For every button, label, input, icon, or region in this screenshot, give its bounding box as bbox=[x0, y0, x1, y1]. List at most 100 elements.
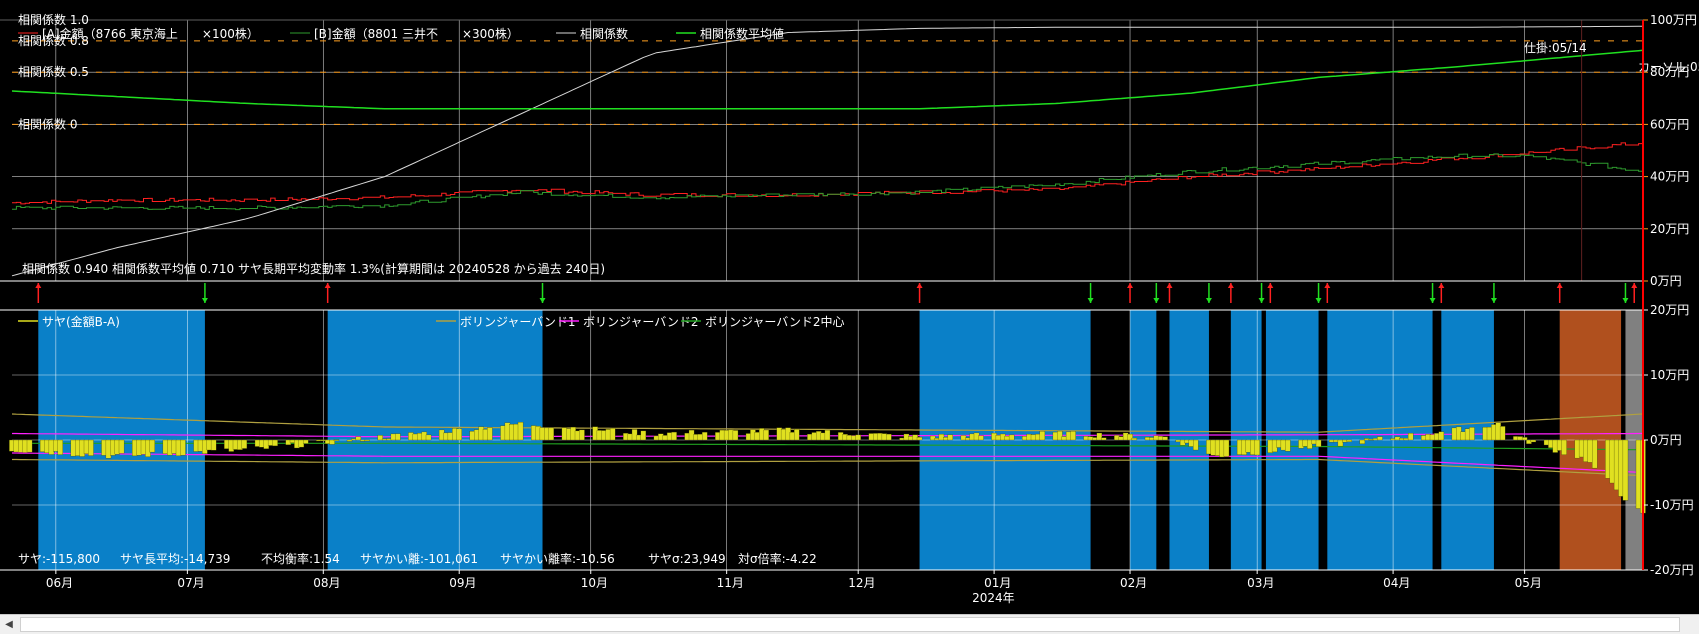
upper-axis-label: 20万円 bbox=[1650, 222, 1689, 236]
legend-label-a: [A]金額（8766 東京海上 ×100株） bbox=[42, 26, 259, 41]
upper-axis-label: 0万円 bbox=[1650, 274, 1682, 288]
upper-legend: [A]金額（8766 東京海上 ×100株） [B]金額（8801 三井不 ×3… bbox=[18, 26, 784, 41]
signal-arrowhead-down bbox=[539, 298, 546, 303]
signal-arrowhead-up bbox=[1631, 283, 1638, 288]
bollinger-center bbox=[12, 442, 1644, 451]
lower-axis-label: 20万円 bbox=[1650, 303, 1689, 317]
spread-bar bbox=[640, 430, 647, 441]
spread-bar bbox=[1307, 439, 1313, 449]
spread-bar bbox=[938, 434, 945, 441]
upper-axis-label: 40万円 bbox=[1650, 170, 1689, 184]
upper-footer-stats: 相関係数 0.940 相関係数平均値 0.710 サヤ長期平均変動率 1.3%(… bbox=[22, 261, 605, 276]
spread-bar bbox=[1285, 439, 1291, 452]
signal-arrowhead-up bbox=[1267, 283, 1274, 288]
cursor-mark-label: カーソル:05/28 bbox=[1638, 60, 1699, 74]
reference-labels: 相関係数 1.0 相関係数 0.8 相関係数 0.5 相関係数 0 bbox=[18, 12, 89, 131]
spread-bar bbox=[57, 439, 63, 455]
spread-bar bbox=[241, 439, 248, 449]
bollinger-1-upper bbox=[11, 413, 1644, 433]
x-axis-month-label: 11月 bbox=[717, 576, 744, 590]
reference-label: 相関係数 0.8 bbox=[18, 33, 89, 48]
spread-bar bbox=[487, 427, 493, 441]
scroll-track[interactable] bbox=[20, 617, 1680, 632]
spread-bar bbox=[855, 434, 861, 441]
footer-divergence-rate: サヤかい離率:-10.56 bbox=[500, 551, 615, 566]
signal-arrowhead-down bbox=[1205, 298, 1212, 303]
legend-label-corr: 相関係数 bbox=[580, 26, 628, 41]
x-axis-month-label: 09月 bbox=[449, 576, 476, 590]
lower-axis-label: 0万円 bbox=[1650, 433, 1682, 447]
spread-bar bbox=[1346, 439, 1352, 442]
chart-canvas: 100万円 80万円 60万円 40万円 20万円 0万円 20万円 10万円 0万円 -10万円… bbox=[0, 0, 1699, 614]
spread-bar bbox=[824, 429, 831, 441]
spread-bar bbox=[702, 432, 708, 441]
spread-bar bbox=[1561, 439, 1567, 455]
spread-bar bbox=[1359, 439, 1366, 444]
spread-bar bbox=[1622, 439, 1629, 501]
spread-bar bbox=[517, 422, 524, 441]
legend-label-bb1: ボリンジャーバンド1 bbox=[460, 315, 576, 329]
signal-arrowhead-down bbox=[1315, 298, 1322, 303]
x-axis-month-label: 01月 bbox=[984, 576, 1011, 590]
spread-bar bbox=[395, 433, 401, 441]
spread-bar bbox=[346, 439, 353, 442]
legend-label-bbc: ボリンジャーバンド2中心 bbox=[705, 314, 845, 329]
spread-bar bbox=[886, 433, 892, 441]
spread-bar bbox=[1039, 431, 1046, 441]
lower-panel bbox=[9, 413, 1646, 514]
spread-bar bbox=[377, 435, 383, 441]
x-axis-year-label: 2024年 bbox=[972, 591, 1015, 605]
entry-mark-label: 仕掛:05/14 bbox=[1524, 40, 1587, 55]
legend-label-bb2: ボリンジャーバンド2 bbox=[583, 315, 699, 329]
footer-saya: サヤ:-115,800 bbox=[18, 552, 100, 566]
spread-bar bbox=[1101, 437, 1107, 441]
signal-arrowhead-down bbox=[1153, 298, 1160, 303]
signal-arrowhead-up bbox=[1438, 283, 1445, 288]
spread-bar bbox=[88, 439, 94, 456]
signal-arrowhead-down bbox=[1429, 298, 1436, 303]
legend-label-corr-avg: 相関係数平均値 bbox=[700, 26, 784, 41]
spread-bar bbox=[978, 435, 984, 441]
upper-panel bbox=[11, 19, 1644, 281]
spread-bar bbox=[272, 439, 278, 447]
spread-bar bbox=[1070, 431, 1076, 441]
x-axis-month-label: 03月 bbox=[1247, 576, 1274, 590]
signal-arrowhead-up bbox=[1556, 283, 1563, 288]
reference-label: 相関係数 0 bbox=[18, 116, 77, 131]
spread-bar bbox=[149, 439, 155, 453]
signal-arrowhead-up bbox=[1227, 283, 1234, 288]
signal-arrowhead-up bbox=[324, 283, 331, 288]
spread-bar bbox=[1162, 436, 1168, 441]
spread-bar bbox=[1127, 433, 1133, 441]
x-axis-month-label: 04月 bbox=[1383, 576, 1410, 590]
spread-bar bbox=[355, 436, 362, 441]
spread-bar bbox=[1438, 431, 1445, 441]
horizontal-scrollbar[interactable]: ◀ bbox=[0, 614, 1699, 634]
spread-bar bbox=[1407, 433, 1414, 441]
spread-bar bbox=[1096, 432, 1103, 441]
spread-bar bbox=[1592, 439, 1598, 469]
lower-axis-label: 10万円 bbox=[1650, 368, 1689, 382]
footer-imbalance: 不均衡率:1.54 bbox=[261, 551, 340, 566]
signal-arrowhead-up bbox=[1166, 283, 1173, 288]
spread-bar bbox=[1315, 439, 1322, 447]
spread-bar bbox=[1223, 439, 1230, 457]
spread-bar bbox=[579, 429, 585, 441]
legend-label-b: [B]金額（8801 三井不 ×300株） bbox=[314, 26, 519, 41]
spread-bar bbox=[947, 434, 953, 441]
scroll-left-arrow-icon[interactable]: ◀ bbox=[5, 619, 13, 630]
spread-bar bbox=[1131, 437, 1138, 441]
spread-bar bbox=[763, 429, 769, 441]
reference-label: 相関係数 0.5 bbox=[18, 64, 89, 79]
signal-arrowhead-down bbox=[201, 298, 208, 303]
spread-bar bbox=[1008, 434, 1015, 441]
spread-bar bbox=[930, 435, 936, 441]
spread-bar bbox=[1499, 426, 1506, 441]
x-axis-month-label: 05月 bbox=[1515, 576, 1542, 590]
spread-bar bbox=[794, 429, 800, 441]
spread-bar bbox=[26, 439, 33, 453]
series-b-line bbox=[12, 153, 1644, 211]
spread-bar bbox=[1521, 437, 1528, 441]
spread-bar bbox=[333, 439, 340, 441]
